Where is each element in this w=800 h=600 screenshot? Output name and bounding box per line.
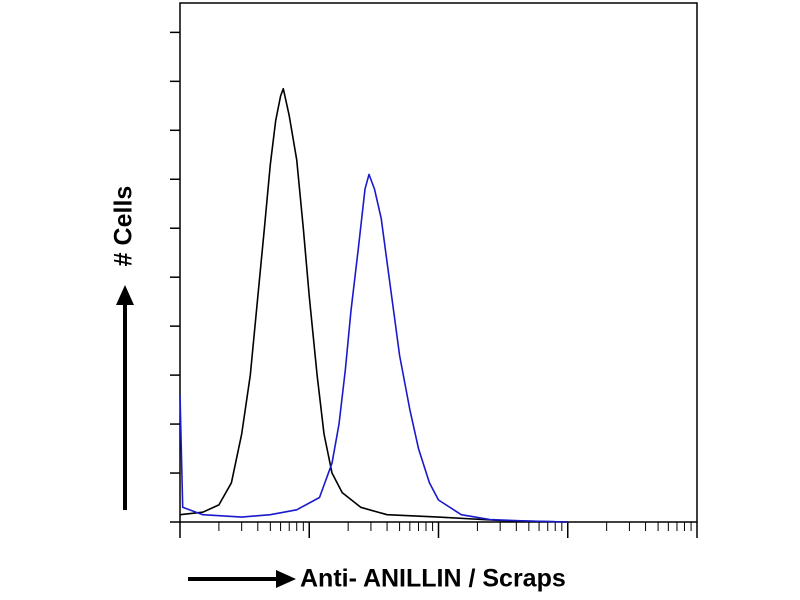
x-arrow-head (276, 570, 296, 588)
y-arrow-head (116, 285, 134, 305)
histogram-line (179, 173, 568, 523)
y-axis-label: # Cells (110, 186, 138, 267)
x-axis-label: Anti- ANILLIN / Scraps (300, 565, 566, 593)
histogram-line (179, 87, 568, 523)
plot-area (170, 31, 698, 538)
plot-frame (179, 2, 698, 523)
